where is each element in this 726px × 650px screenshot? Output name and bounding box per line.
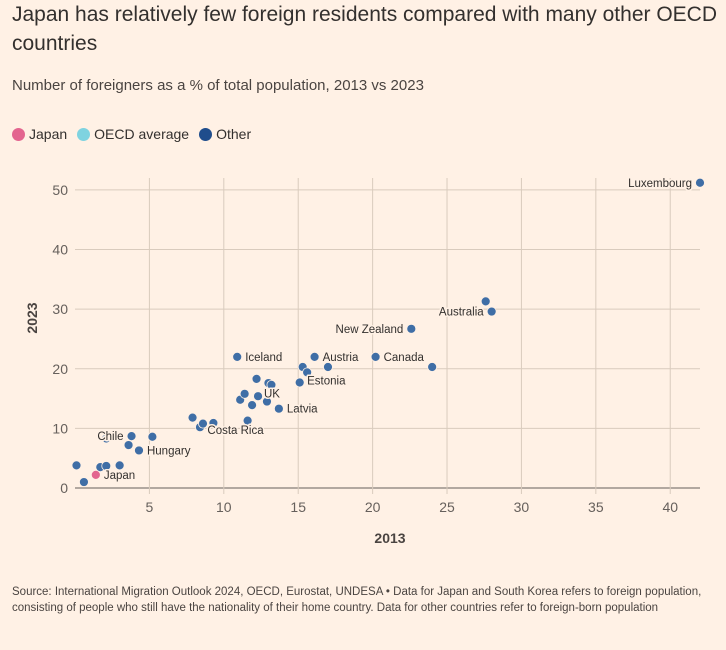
data-point [247, 400, 257, 411]
legend-swatch-japan [12, 127, 25, 141]
x-tick-label: 20 [365, 499, 381, 515]
legend-label-oecd-average: OECD average [94, 126, 190, 142]
point-label-halo: New Zealand [336, 324, 404, 336]
point-label-austria: Austria [323, 352, 359, 364]
x-tick-label: 10 [216, 499, 232, 515]
chart-title: Japan has relatively few foreign residen… [12, 3, 717, 55]
data-point [695, 177, 705, 188]
y-axis-label: 2023 [24, 302, 40, 333]
legend-label-japan: Japan [29, 126, 68, 142]
data-point [242, 415, 253, 426]
grid-lines [75, 178, 700, 494]
point-label-halo: Hungary [147, 445, 191, 457]
point-label-new-zealand: New Zealand [336, 324, 404, 336]
data-point [239, 388, 250, 399]
data-point [406, 323, 417, 334]
data-point [198, 418, 208, 429]
y-tick-label: 40 [52, 242, 68, 258]
data-point [486, 306, 497, 317]
data-point [232, 351, 243, 362]
point-label-halo: Latvia [287, 404, 318, 416]
data-point [101, 433, 112, 444]
legend-label-other: Other [216, 126, 252, 142]
x-tick-label: 30 [514, 499, 530, 515]
data-point [101, 461, 112, 471]
legend-swatch-oecd-average [77, 127, 91, 141]
x-tick-label: 35 [588, 499, 604, 515]
y-tick-label: 20 [52, 361, 68, 377]
data-point [187, 412, 198, 423]
point-label-halo: Luxembourg [628, 178, 692, 190]
y-tick-label: 0 [60, 480, 68, 496]
point-label-halo: UK [264, 389, 280, 401]
point-label-hungary: Hungary [147, 445, 191, 457]
x-tick-label: 5 [146, 499, 154, 515]
point-label-halo: Japan [104, 470, 135, 482]
data-point [427, 362, 438, 372]
data-point [309, 351, 320, 362]
data-point [208, 418, 219, 428]
point-label-uk: UK [264, 389, 280, 401]
data-point [266, 379, 277, 390]
point-label-halo: Chile [97, 431, 123, 443]
data-point [273, 403, 284, 414]
x-tick-label: 15 [290, 499, 306, 515]
point-label-halo: Estonia [307, 375, 346, 387]
x-axis-label: 2013 [374, 530, 405, 546]
y-axis-ticks: 0 10 20 30 40 50 [52, 182, 68, 496]
point-label-canada: Canada [384, 352, 425, 364]
data-point [262, 396, 272, 407]
x-tick-label: 25 [439, 499, 455, 515]
data-point [480, 296, 491, 307]
legend-swatch-other [199, 127, 213, 141]
data-point [123, 440, 134, 450]
data-point [251, 374, 262, 384]
data-point [323, 362, 333, 372]
point-label-halo: Canada [384, 352, 425, 364]
data-point [114, 460, 125, 471]
chart-subtitle: Number of foreigners as a % of total pop… [12, 77, 424, 94]
point-label-australia: Australia [439, 307, 484, 319]
y-tick-label: 50 [52, 182, 68, 198]
data-point [147, 431, 158, 442]
point-label-latvia: Latvia [287, 404, 318, 416]
y-tick-label: 30 [52, 301, 68, 317]
data-point [79, 477, 89, 487]
point-label-japan: Japan [104, 470, 135, 482]
data-point [294, 377, 305, 388]
point-label-luxembourg: Luxembourg [628, 178, 692, 190]
legend: Japan OECD average Other [12, 126, 261, 142]
data-point [253, 391, 263, 402]
y-tick-label: 10 [52, 420, 68, 436]
point-japan [90, 469, 101, 480]
source-note: Source: International Migration Outlook … [12, 586, 702, 614]
point-label-chile: Chile [97, 431, 123, 443]
point-label-iceland: Iceland [245, 352, 282, 364]
point-label-costa-rica: Costa Rica [207, 425, 264, 437]
point-label-halo: Austria [323, 352, 359, 364]
point-labels: JapanJapanChileChileHungaryHungaryCosta … [96, 176, 694, 483]
point-label-estonia: Estonia [307, 375, 346, 387]
data-point [71, 460, 82, 471]
legend-item-oecd-average: OECD average [77, 126, 189, 142]
data-point [134, 445, 144, 456]
legend-item-japan: Japan [12, 126, 67, 142]
point-label-halo: Costa Rica [207, 425, 264, 437]
x-tick-label: 40 [662, 499, 678, 515]
legend-item-other: Other [199, 126, 251, 142]
point-label-halo: Australia [439, 307, 484, 319]
point-label-halo: Iceland [245, 352, 282, 364]
x-axis-ticks: 5 10 15 20 25 30 35 40 [146, 499, 679, 515]
data-point [302, 367, 313, 378]
data-point [370, 351, 381, 362]
data-points [71, 177, 705, 487]
data-point [126, 431, 137, 442]
